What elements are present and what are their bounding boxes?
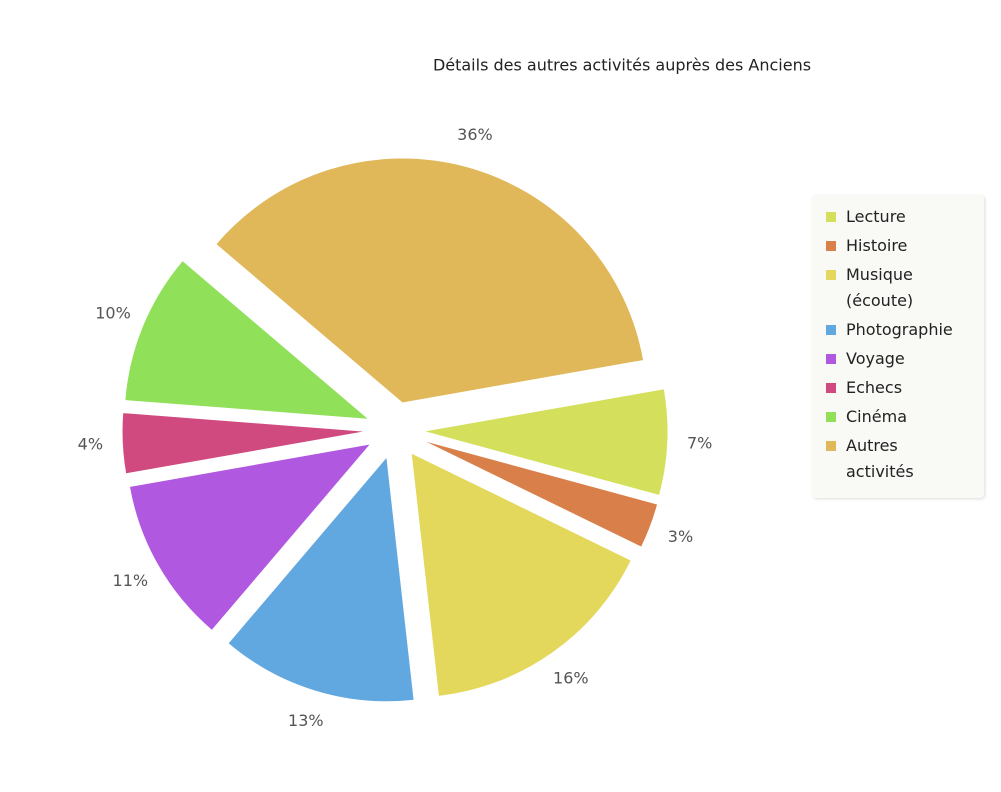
legend-item: Voyage xyxy=(820,346,970,372)
legend-swatch xyxy=(826,212,836,222)
legend-item: Histoire xyxy=(820,233,970,259)
legend-swatch xyxy=(826,270,836,280)
pie-slice xyxy=(422,388,669,497)
pie-slice xyxy=(227,455,415,703)
legend-swatch xyxy=(826,241,836,251)
data-label: 11% xyxy=(113,571,149,590)
data-label: 36% xyxy=(457,125,493,144)
pie-slice xyxy=(410,452,633,697)
legend-item: Echecs xyxy=(820,375,970,401)
pie-slice xyxy=(124,259,371,420)
data-label: 4% xyxy=(78,434,103,453)
chart-title: Détails des autres activités auprès des … xyxy=(433,56,811,75)
legend-label: Photographie xyxy=(846,320,953,339)
data-label: 7% xyxy=(687,433,712,452)
legend-swatch xyxy=(826,325,836,335)
legend-swatch xyxy=(826,441,836,451)
legend-label: Lecture xyxy=(846,207,906,226)
legend-swatch xyxy=(826,412,836,422)
legend-swatch xyxy=(826,383,836,393)
data-label: 3% xyxy=(668,527,693,546)
legend-label: Cinéma xyxy=(846,407,907,426)
legend-swatch xyxy=(826,354,836,364)
legend-item: Autres activités xyxy=(820,433,970,485)
legend-label: Voyage xyxy=(846,349,905,368)
data-label: 13% xyxy=(288,711,324,730)
legend-label: Histoire xyxy=(846,236,908,255)
pie-slice xyxy=(215,157,645,404)
legend-label: Musique (écoute) xyxy=(846,265,914,310)
pie-slice xyxy=(420,439,659,548)
pie-slice xyxy=(128,443,372,632)
pie-slice xyxy=(121,412,368,475)
legend-label: Autres activités xyxy=(846,436,914,481)
legend-item: Musique (écoute) xyxy=(820,262,970,314)
legend-label: Echecs xyxy=(846,378,903,397)
data-label: 10% xyxy=(95,303,131,322)
legend: Lecture Histoire Musique (écoute) Photograp… xyxy=(812,195,984,498)
legend-item: Photographie xyxy=(820,317,970,343)
legend-item: Cinéma xyxy=(820,404,970,430)
data-label: 16% xyxy=(553,669,589,688)
legend-item: Lecture xyxy=(820,204,970,230)
